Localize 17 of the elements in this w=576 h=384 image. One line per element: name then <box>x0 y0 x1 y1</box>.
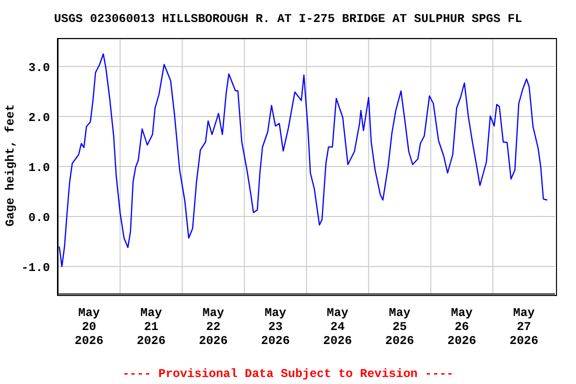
y-tick-label: 1.0 <box>28 160 50 175</box>
y-tick-label: -1.0 <box>21 260 50 275</box>
y-axis-title: Gage height, feet <box>3 104 18 226</box>
chart-title: USGS 023060013 HILLSBOROUGH R. AT I-275 BRIDGE AT SULPHUR SPGS FL <box>52 12 524 26</box>
x-tick-label: May 22 2026 <box>198 306 228 348</box>
x-tick-label: May 20 2026 <box>74 306 104 348</box>
x-tick-label: May 25 2026 <box>385 306 414 348</box>
text: ---- Provisional Data Subject to Revision ---- <box>121 367 455 381</box>
x-tick-label: May 21 2026 <box>136 306 166 348</box>
y-tick-label: 3.0 <box>28 60 50 75</box>
x-tick-label: May 27 2026 <box>510 306 538 348</box>
x-tick-label: May 26 2026 <box>447 306 476 348</box>
y-tick-label: 2.0 <box>28 110 50 125</box>
y-tick-label: 0.0 <box>28 210 50 225</box>
line-series <box>58 53 548 268</box>
x-tick-label: May 24 2026 <box>323 306 352 348</box>
x-tick-label: May 23 2026 <box>261 306 290 348</box>
